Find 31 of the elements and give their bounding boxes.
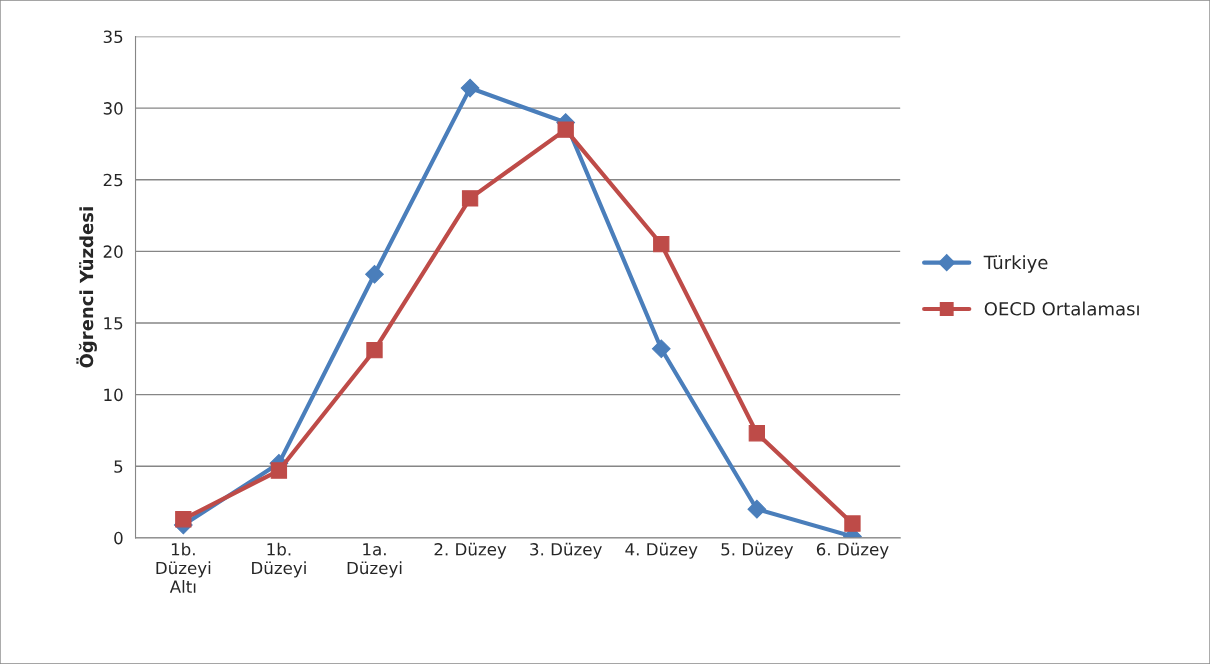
- x-tick-label: 3. Düzey: [530, 542, 602, 559]
- point: [366, 342, 383, 359]
- point: [460, 78, 480, 98]
- point: [844, 515, 861, 532]
- point: [270, 462, 288, 479]
- point: [461, 190, 479, 207]
- point: [175, 511, 192, 528]
- point: [651, 339, 671, 359]
- y-tick-label: 25: [103, 173, 123, 187]
- x-tick-label: 1a. Düzeyi: [347, 543, 402, 578]
- y-axis-title: Öğrenci Yüzdesi: [76, 207, 97, 368]
- point: [747, 499, 767, 519]
- point: [557, 121, 574, 138]
- y-tick-label: 35: [103, 30, 123, 44]
- x-tick-label: 6. Düzey: [816, 542, 889, 559]
- point: [653, 236, 670, 253]
- y-tick-label: 5: [114, 460, 123, 473]
- x-tick-label: 5. Düzey: [721, 542, 794, 559]
- y-tick-label: 10: [104, 388, 123, 402]
- x-tick-label: 4. Düzey: [625, 542, 698, 559]
- x-tick-label: 1b. Düzeyi: [252, 542, 306, 578]
- point: [365, 264, 384, 284]
- legend-label: OECD Ortalaması: [984, 301, 1139, 316]
- x-tick-label: 2. Düzey: [434, 542, 507, 559]
- legend-label: Türkiye: [983, 255, 1048, 273]
- point: [748, 425, 766, 442]
- y-tick-label: 15: [104, 317, 123, 330]
- y-tick-label: 20: [103, 245, 123, 258]
- y-tick-label: 30: [103, 102, 123, 115]
- x-tick-label: 1b. Düzeyi Altı: [156, 542, 211, 593]
- y-tick-label: 0: [114, 531, 123, 545]
